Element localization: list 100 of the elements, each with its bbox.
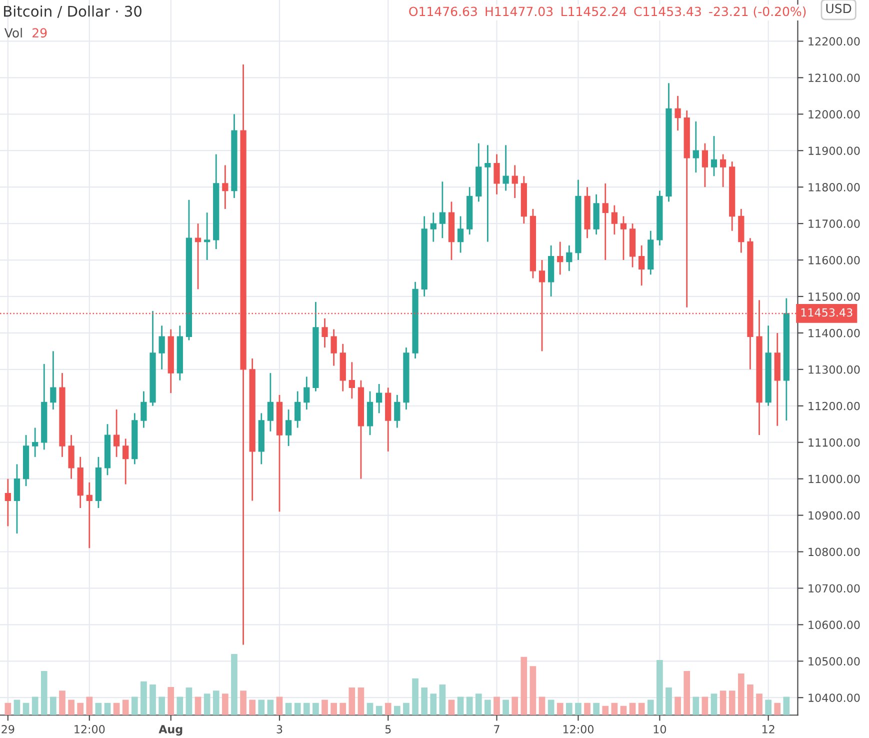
- bar: [4, 702, 12, 716]
- bar: [710, 694, 718, 716]
- bar: [566, 702, 572, 716]
- candlestick: [611, 204, 618, 236]
- ref-line-label: 11453.43: [801, 308, 852, 317]
- bar: [430, 694, 437, 716]
- x-tick-label: 12:00: [563, 725, 594, 734]
- y-tick-label: 10500.00: [808, 657, 860, 666]
- annotation: -23.21 (-0.20%): [709, 6, 806, 18]
- y-tick-label: 11000.00: [808, 474, 860, 484]
- candlestick: [113, 408, 120, 458]
- bar: [720, 690, 726, 716]
- y-tick-label: 10600.00: [808, 620, 860, 630]
- y-tick-label: 11900.00: [808, 146, 860, 155]
- candlestick: [4, 478, 11, 527]
- candlestick: [304, 376, 310, 410]
- candlestick: [692, 120, 699, 174]
- bar: [258, 700, 265, 716]
- candlestick: [394, 394, 400, 428]
- bar: [249, 700, 256, 716]
- bar: [602, 706, 609, 716]
- bar: [150, 684, 156, 716]
- bar: [384, 702, 392, 716]
- bar: [674, 696, 681, 716]
- candlestick: [86, 482, 92, 549]
- bar: [738, 673, 744, 716]
- bar: [366, 702, 374, 716]
- candlestick: [14, 464, 20, 534]
- y-tick-label: 12000.00: [808, 110, 860, 119]
- bar: [50, 696, 56, 716]
- candlestick: [566, 244, 572, 272]
- chart-title: Bitcoin / Dollar · 30: [4, 5, 142, 18]
- y-tick-label: 11800.00: [808, 183, 860, 192]
- bar: [194, 696, 202, 716]
- bar: [113, 702, 120, 716]
- bar: [104, 702, 111, 716]
- bar: [684, 671, 690, 716]
- bar: [204, 694, 210, 716]
- bar: [774, 702, 781, 716]
- bar: [131, 696, 138, 716]
- bar: [86, 696, 93, 716]
- candlestick: [322, 318, 328, 348]
- bar: [457, 696, 464, 716]
- bar: [40, 671, 48, 716]
- bar: [14, 700, 20, 716]
- y-tick-label: 12200.00: [808, 37, 860, 46]
- y-tick-label: 10900.00: [808, 511, 860, 520]
- bar: [77, 702, 84, 716]
- bar: [22, 702, 30, 716]
- x-tick-label: 12: [762, 725, 774, 734]
- candlestick: [602, 182, 608, 261]
- bar: [756, 694, 762, 716]
- bar: [32, 696, 38, 716]
- candlestick: [68, 434, 74, 480]
- y-tick-label: 11200.00: [808, 402, 860, 410]
- bar: [294, 702, 301, 716]
- candlestick: [710, 135, 718, 177]
- annotation: L11452.24: [562, 6, 626, 16]
- candlestick: [140, 390, 147, 428]
- candlestick: [348, 361, 355, 400]
- bar: [330, 702, 337, 716]
- bar: [276, 696, 283, 716]
- bar: [222, 694, 228, 716]
- bar: [584, 702, 590, 716]
- bar: [638, 702, 645, 716]
- y-tick-label: 11300.00: [808, 365, 860, 374]
- bar: [421, 688, 428, 716]
- bar: [728, 690, 736, 716]
- y-tick-label: 10400.00: [808, 694, 860, 702]
- y-tick-label: 10700.00: [808, 584, 860, 593]
- bar: [212, 690, 220, 716]
- bar: [502, 700, 509, 716]
- candlestick: [720, 154, 726, 188]
- bar: [466, 696, 473, 716]
- bar: [122, 700, 129, 716]
- bar: [783, 696, 790, 716]
- bar: [394, 706, 400, 716]
- bar: [340, 702, 346, 716]
- candlestick: [366, 390, 374, 436]
- bar: [747, 684, 754, 716]
- x-tick-label: 10: [654, 725, 666, 734]
- bar: [538, 696, 546, 716]
- x-tick-label: 5: [385, 725, 391, 734]
- bar: [176, 696, 184, 716]
- y-tick-label: 11700.00: [808, 220, 860, 228]
- bar: [95, 702, 102, 716]
- annotation: 29: [32, 28, 47, 38]
- bar: [556, 702, 564, 716]
- bar: [484, 700, 491, 716]
- candlestick: [50, 350, 56, 410]
- candlestick: [158, 324, 165, 370]
- candlestick: [512, 164, 518, 199]
- bar: [520, 656, 528, 716]
- bar: [285, 702, 292, 716]
- candlestick: [267, 372, 274, 432]
- bar: [412, 678, 418, 716]
- candlestick: [204, 212, 210, 261]
- bar: [303, 702, 310, 716]
- candlestick: [194, 222, 202, 290]
- x-tick-label: 12:00: [74, 725, 105, 734]
